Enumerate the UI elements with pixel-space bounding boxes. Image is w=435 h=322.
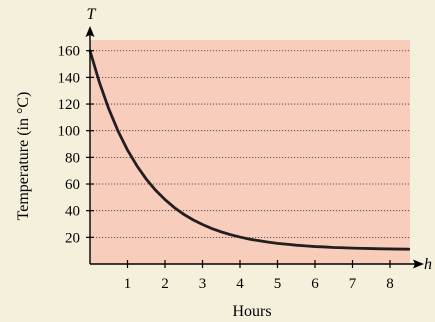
y-tick-label: 120 [58,97,81,113]
y-axis-arrow [85,26,95,37]
y-ticks: 20 40 60 80 100 120 140 160 [58,44,94,246]
y-tick-label: 60 [65,177,80,193]
x-tick-label: 7 [349,276,357,292]
x-tick-label: 6 [311,276,319,292]
x-tick-label: 8 [386,276,394,292]
y-axis-title: Temperature (in °C) [15,92,32,221]
gridlines [90,50,410,238]
x-tick-label: 4 [236,276,244,292]
x-tick-label: 1 [124,276,132,292]
x-axis-title: Hours [232,303,271,320]
y-tick-label: 140 [58,70,81,86]
x-tick-label: 2 [161,276,169,292]
x-axis-arrow [413,259,424,269]
x-ticks: 1 2 3 4 5 6 7 8 [124,260,394,292]
y-axis-variable: T [87,6,97,23]
y-tick-label: 40 [65,204,80,220]
x-tick-label: 5 [274,276,282,292]
y-tick-label: 160 [58,44,81,60]
series-curve [88,49,411,251]
x-tick-label: 3 [199,276,207,292]
plot-area [90,40,410,264]
y-tick-label: 100 [58,124,81,140]
axes [85,26,424,269]
y-tick-label: 20 [65,230,80,246]
x-axis-variable: h [424,256,432,273]
y-tick-label: 80 [65,150,80,166]
